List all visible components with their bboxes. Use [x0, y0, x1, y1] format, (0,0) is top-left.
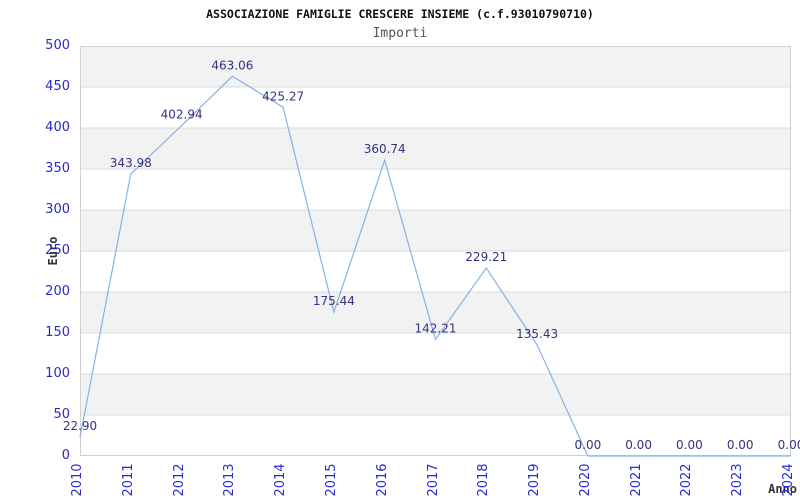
plot-band	[80, 128, 791, 169]
x-tick-label: 2011	[120, 463, 136, 497]
plot-band	[80, 46, 791, 87]
y-tick-label: 200	[45, 284, 70, 299]
x-tick-label: 2024	[781, 463, 796, 497]
point-label: 0.00	[727, 438, 754, 452]
point-label: 402.94	[161, 108, 203, 122]
y-tick-label: 100	[45, 366, 70, 381]
plot-band	[80, 292, 791, 333]
point-label: 0.00	[575, 438, 602, 452]
plot-border	[80, 46, 791, 456]
plot-band	[80, 374, 791, 415]
point-label: 175.44	[313, 294, 355, 308]
point-label: 463.06	[211, 58, 253, 72]
chart-title: ASSOCIAZIONE FAMIGLIE CRESCERE INSIEME (…	[206, 7, 594, 21]
y-tick-label: 350	[45, 161, 70, 176]
y-tick-label: 0	[61, 448, 70, 463]
y-tick-label: 250	[45, 243, 70, 258]
x-tick-label: 2022	[679, 463, 695, 497]
chart-subtitle: Importi	[372, 26, 428, 41]
plot-band	[80, 415, 791, 456]
x-tick-label: 2018	[476, 463, 492, 497]
point-label: 229.21	[465, 250, 507, 264]
plot-band	[80, 87, 791, 128]
x-tick-label: 2014	[273, 463, 289, 497]
x-tick-label: 2017	[425, 463, 441, 497]
point-label: 425.27	[262, 89, 304, 103]
x-tick-label: 2010	[70, 463, 85, 497]
x-tick-label: 2019	[527, 463, 543, 497]
line-chart: 22.90 343.98 402.94 463.06 425.27 175.44 360.7…	[63, 46, 800, 457]
point-label: 0.00	[778, 438, 800, 452]
x-tick-label: 2023	[730, 463, 746, 497]
plot-area: 22.90 343.98 402.94 463.06 425.27 175.44 360.7…	[63, 46, 800, 457]
x-tick-label: 2015	[323, 463, 339, 497]
plot-band	[80, 251, 791, 292]
plot-band	[80, 169, 791, 210]
x-tick-label: 2020	[577, 463, 593, 497]
y-tick-label: 300	[45, 202, 70, 217]
x-tick-label: 2013	[222, 463, 238, 497]
point-label: 360.74	[364, 142, 406, 156]
y-tick-label: 50	[53, 407, 70, 422]
x-tick-label: 2016	[374, 463, 390, 497]
point-label: 0.00	[676, 438, 703, 452]
data-line	[79, 75, 791, 457]
point-label: 0.00	[625, 438, 652, 452]
y-tick-label: 150	[45, 325, 70, 340]
y-tick-label: 500	[45, 38, 70, 53]
x-tick-label: 2012	[171, 463, 187, 497]
point-label: 142.21	[415, 321, 457, 335]
point-label: 135.43	[516, 327, 558, 341]
y-tick-label: 450	[45, 79, 70, 94]
y-tick-label: 400	[45, 120, 70, 135]
plot-band	[80, 210, 791, 251]
point-label: 22.90	[63, 419, 97, 433]
point-label: 343.98	[110, 156, 152, 170]
x-tick-label: 2021	[628, 463, 644, 497]
x-axis-title: Anno	[768, 482, 797, 496]
